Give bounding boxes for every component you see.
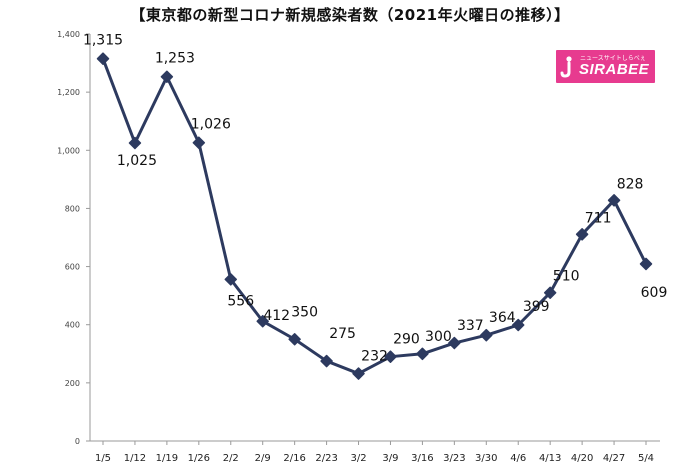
data-label: 1,315	[83, 33, 123, 49]
data-point	[416, 347, 429, 361]
x-tick-label: 3/2	[350, 453, 366, 464]
x-axis-ticks: 1/5 1/12 1/19 1/26 2/2 2/9 2/16 2/23 3/2 3/9 3/16 3…	[95, 441, 654, 464]
data-point	[320, 354, 333, 368]
data-point	[288, 333, 301, 346]
y-tick-label: 1,200	[57, 88, 80, 97]
x-tick-label: 3/30	[475, 453, 497, 464]
data-point	[575, 228, 589, 241]
y-axis-ticks: 0 200 400 600 800 1,000 1,200 1,400	[57, 30, 90, 446]
data-label: 1,253	[155, 51, 195, 67]
logo-mark-icon	[560, 56, 572, 78]
y-tick-label: 600	[65, 263, 80, 272]
data-point	[448, 336, 461, 350]
data-label: 1,026	[191, 117, 231, 133]
data-label: 510	[553, 269, 580, 285]
data-label: 609	[641, 285, 668, 301]
series-polyline	[101, 57, 648, 376]
data-label: 1,025	[117, 153, 157, 169]
x-tick-label: 1/12	[124, 453, 146, 464]
data-points	[96, 52, 653, 380]
data-point	[160, 70, 174, 83]
x-tick-label: 3/16	[411, 453, 433, 464]
data-point	[511, 318, 525, 332]
data-label: 711	[585, 210, 612, 226]
sirabee-logo: ニュースサイトしらべぇ SIRABEE	[556, 50, 655, 83]
x-tick-label: 3/9	[382, 453, 398, 464]
x-tick-label: 2/16	[283, 453, 305, 464]
data-label: 300	[425, 329, 452, 345]
y-tick-label: 1,400	[57, 30, 80, 39]
data-label: 399	[523, 299, 550, 315]
axes	[89, 34, 660, 442]
x-tick-label: 2/9	[255, 453, 271, 464]
logo-tagline: ニュースサイトしらべぇ	[580, 55, 646, 62]
x-tick-label: 3/23	[443, 453, 465, 464]
data-point	[639, 257, 653, 271]
data-point	[224, 273, 238, 286]
y-tick-label: 200	[65, 379, 80, 388]
data-point	[480, 328, 493, 342]
data-label: 412	[263, 308, 290, 324]
x-tick-label: 4/27	[603, 453, 625, 464]
y-tick-label: 800	[65, 204, 80, 213]
y-tick-label: 0	[75, 437, 80, 446]
x-tick-label: 1/19	[156, 453, 178, 464]
x-tick-label: 1/5	[95, 453, 111, 464]
x-tick-label: 1/26	[188, 453, 210, 464]
data-point	[256, 314, 269, 328]
data-label: 232	[361, 349, 388, 365]
data-label: 337	[457, 318, 484, 334]
data-label: 290	[393, 332, 420, 348]
data-label: 828	[617, 176, 644, 192]
data-point	[128, 136, 142, 150]
data-point	[96, 52, 110, 65]
chart-title: 【東京都の新型コロナ新規感染者数（2021年火曜日の推移）】	[130, 6, 570, 24]
y-tick-label: 400	[65, 321, 80, 330]
x-tick-label: 2/2	[223, 453, 239, 464]
data-point	[543, 286, 557, 299]
data-label: 275	[329, 326, 356, 342]
x-tick-label: 4/6	[510, 453, 526, 464]
data-point	[384, 350, 397, 363]
logo-wordmark: SIRABEE	[579, 61, 650, 78]
x-tick-label: 2/23	[315, 453, 337, 464]
x-tick-label: 4/13	[539, 453, 561, 464]
series-line	[101, 57, 648, 376]
data-label: 364	[489, 310, 516, 326]
data-point	[352, 367, 365, 380]
data-label: 350	[291, 304, 318, 320]
data-point	[192, 136, 206, 149]
x-tick-label: 5/4	[638, 453, 654, 464]
data-labels: 1,315 1,025 1,253 1,026 556 412 350 275 232 290 30…	[83, 33, 667, 365]
y-tick-label: 1,000	[57, 146, 80, 155]
x-tick-label: 4/20	[571, 453, 593, 464]
data-point	[607, 194, 621, 207]
data-label: 556	[227, 293, 254, 309]
